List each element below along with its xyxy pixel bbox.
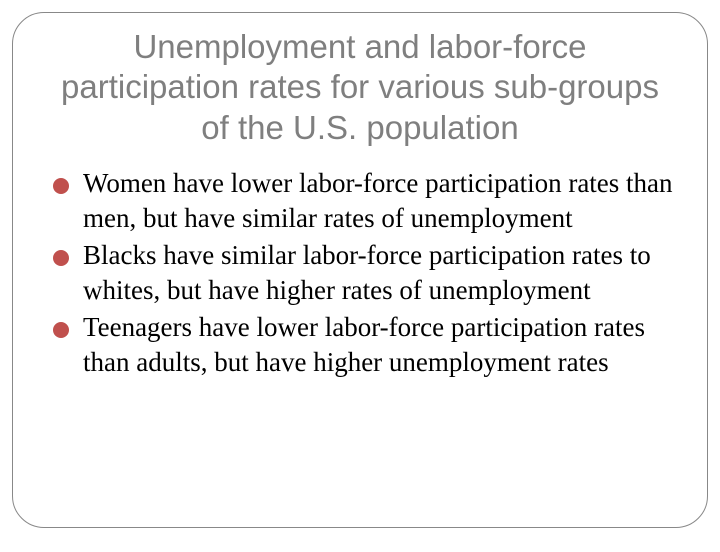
bullet-list: Women have lower labor-force participati… <box>43 166 677 381</box>
bullet-icon <box>53 250 69 266</box>
bullet-text: Blacks have similar labor-force particip… <box>83 238 677 308</box>
bullet-text: Women have lower labor-force participati… <box>83 166 677 236</box>
list-item: Women have lower labor-force participati… <box>43 166 677 236</box>
slide-title: Unemployment and labor-force participati… <box>43 27 677 148</box>
slide-frame: Unemployment and labor-force participati… <box>12 12 708 528</box>
bullet-icon <box>53 322 69 338</box>
list-item: Blacks have similar labor-force particip… <box>43 238 677 308</box>
list-item: Teenagers have lower labor-force partici… <box>43 310 677 380</box>
bullet-icon <box>53 178 69 194</box>
bullet-text: Teenagers have lower labor-force partici… <box>83 310 677 380</box>
